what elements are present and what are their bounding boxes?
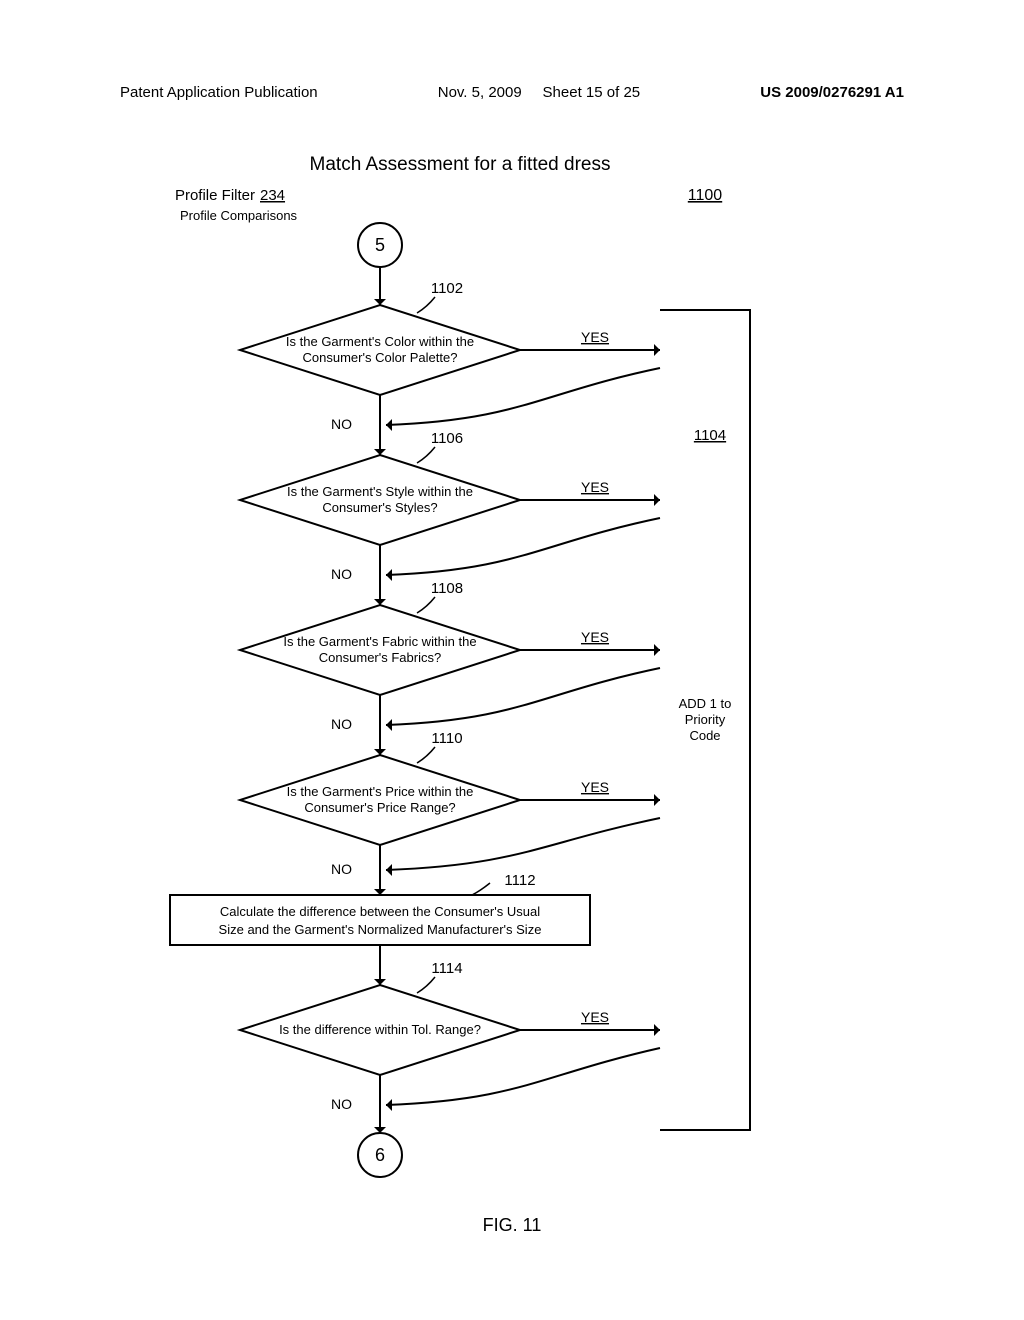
- chart-title: Match Assessment for a fitted dress: [310, 154, 611, 175]
- header-left: Patent Application Publication: [120, 84, 318, 101]
- svg-text:Calculate the difference betwe: Calculate the difference between the Con…: [220, 904, 540, 919]
- svg-text:Is the Garment's Price within: Is the Garment's Price within the: [287, 784, 474, 799]
- svg-text:Size and the Garment's Normali: Size and the Garment's Normalized Manufa…: [219, 922, 542, 937]
- svg-text:YES: YES: [581, 629, 609, 645]
- profile-comparisons: Profile Comparisons: [180, 208, 298, 223]
- ref-1100: 1100: [688, 187, 723, 204]
- svg-text:NO: NO: [331, 861, 352, 877]
- ref-1106: 1106: [431, 430, 463, 447]
- ref-1104: 1104: [694, 427, 726, 444]
- svg-text:NO: NO: [331, 1096, 352, 1112]
- svg-text:Consumer's Price Range?: Consumer's Price Range?: [304, 800, 455, 815]
- header-center: Nov. 5, 2009 Sheet 15 of 25: [438, 84, 640, 101]
- svg-text:Is the Garment's Fabric within: Is the Garment's Fabric within the: [283, 634, 476, 649]
- priority-line1: ADD 1 to: [679, 696, 732, 711]
- connector-5: 5: [375, 235, 385, 255]
- svg-text:Is the difference within Tol.: Is the difference within Tol. Range?: [279, 1022, 481, 1037]
- connector-6: 6: [375, 1145, 385, 1165]
- figure-caption: FIG. 11: [0, 1215, 1024, 1236]
- svg-text:YES: YES: [581, 779, 609, 795]
- svg-text:NO: NO: [331, 716, 352, 732]
- page-header: Patent Application Publication Nov. 5, 2…: [0, 84, 1024, 101]
- svg-text:NO: NO: [331, 416, 352, 432]
- priority-line3: Code: [689, 728, 720, 743]
- svg-text:Consumer's Color Palette?: Consumer's Color Palette?: [303, 350, 458, 365]
- flowchart: Match Assessment for a fitted dress Profi…: [0, 0, 1024, 1320]
- svg-text:YES: YES: [581, 1009, 609, 1025]
- page: Patent Application Publication Nov. 5, 2…: [0, 0, 1024, 1320]
- svg-text:YES: YES: [581, 479, 609, 495]
- ref-1112: 1112: [504, 872, 535, 889]
- ref-1102: 1102: [431, 280, 463, 297]
- ref-1114: 1114: [431, 960, 462, 977]
- svg-text:Is the Garment's Style within: Is the Garment's Style within the: [287, 484, 473, 499]
- ref-1108: 1108: [431, 580, 463, 597]
- ref-1110: 1110: [431, 730, 462, 747]
- profile-filter-label: Profile Filter: [175, 187, 255, 204]
- svg-text:YES: YES: [581, 329, 609, 345]
- header-pubno: US 2009/0276291 A1: [760, 84, 904, 101]
- svg-text:Consumer's Fabrics?: Consumer's Fabrics?: [319, 650, 441, 665]
- svg-text:NO: NO: [331, 566, 352, 582]
- svg-text:Consumer's Styles?: Consumer's Styles?: [322, 500, 437, 515]
- priority-line2: Priority: [685, 712, 726, 727]
- profile-filter-num: 234: [260, 187, 285, 204]
- svg-text:Is the Garment's Color within: Is the Garment's Color within the: [286, 334, 474, 349]
